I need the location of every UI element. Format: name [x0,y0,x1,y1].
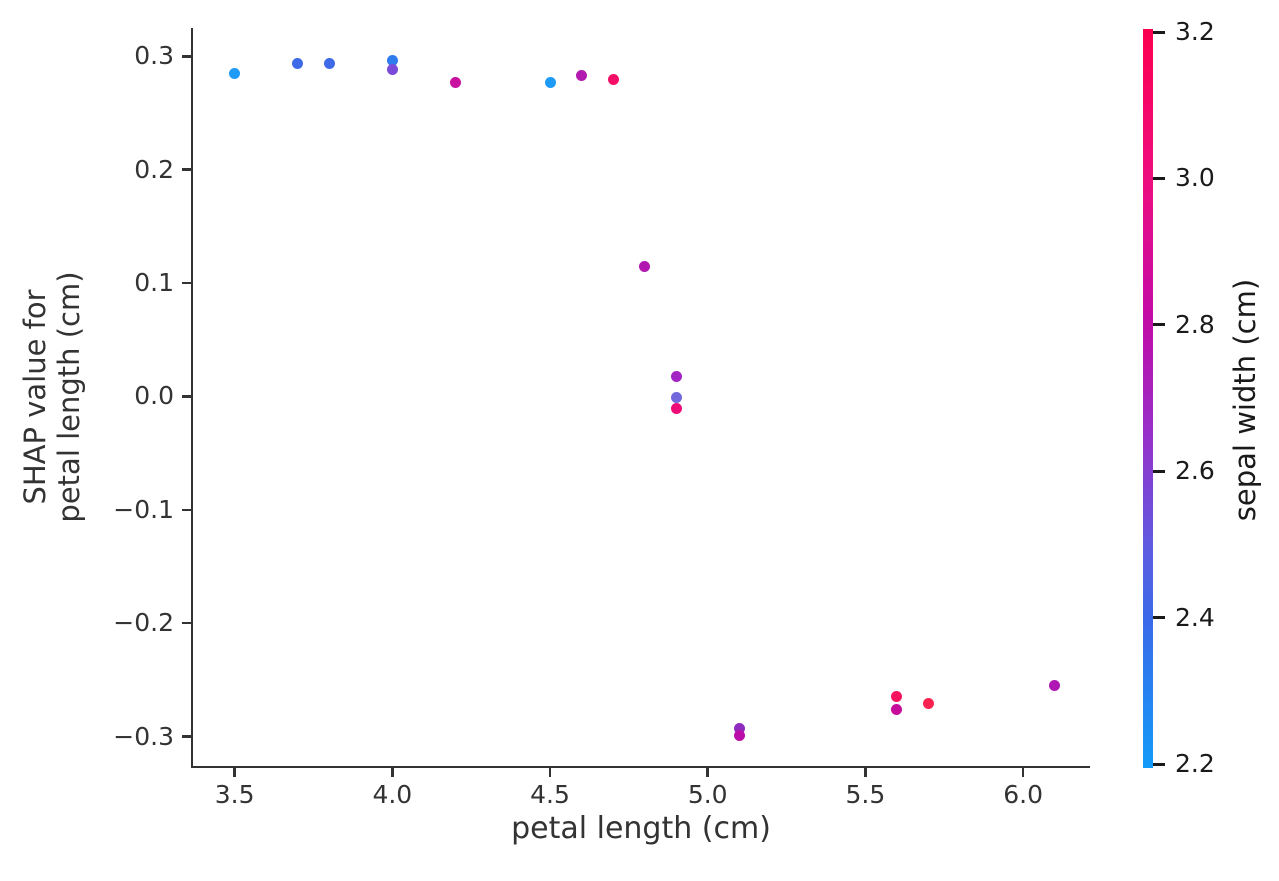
x-axis-spine [191,766,1090,768]
colorbar-tick-mark [1153,616,1165,620]
y-axis-label-line-1: SHAP value for [18,289,52,505]
scatter-point [1049,680,1061,691]
y-tick-mark [182,168,191,171]
scatter-point [639,260,651,272]
colorbar-tick-mark [1153,30,1165,34]
scatter-point [607,73,619,85]
colorbar-tick-mark [1153,176,1165,180]
y-tick-label: −0.1 [113,494,174,524]
x-tick-mark [864,768,867,777]
colorbar-tick-label: 2.4 [1175,602,1215,632]
x-tick-mark [548,768,552,777]
x-axis-label: petal length (cm) [511,811,771,846]
y-tick-label: 0.2 [134,154,174,184]
colorbar-tick-mark [1153,762,1165,766]
x-tick-mark [706,768,709,777]
x-tick-label: 5.5 [845,780,886,809]
scatter-point [891,691,903,703]
colorbar-tick-mark [1153,323,1165,327]
x-tick-label: 5.0 [687,780,728,809]
scatter-point [386,64,398,76]
scatter-point [733,723,745,735]
colorbar-label: sepal width (cm) [1228,278,1262,522]
y-axis-spine [191,28,193,768]
y-axis-label-line-2: petal length (cm) [52,271,86,523]
x-tick-mark [1021,768,1025,777]
scatter-point [544,76,556,88]
x-tick-mark [391,768,394,777]
scatter-point [386,55,398,67]
scatter-point [323,57,335,69]
x-tick-label: 6.0 [1003,780,1043,809]
y-tick-mark [182,735,191,738]
y-tick-label: 0.0 [134,381,174,411]
colorbar-tick-label: 2.6 [1175,456,1215,486]
y-tick-mark [182,55,191,58]
y-tick-label: −0.2 [113,608,174,638]
scatter-point [733,729,745,741]
scatter-point [292,57,304,69]
colorbar-tick-label: 2.8 [1175,309,1215,339]
colorbar-tick-label: 2.2 [1175,749,1215,778]
y-tick-label: −0.3 [113,721,174,751]
y-tick-mark [182,621,191,625]
colorbar-tick-mark [1153,469,1165,473]
y-tick-mark [182,508,191,512]
scatter-point [891,703,903,715]
y-tick-label: 0.3 [134,41,174,71]
y-tick-label: 0.1 [134,268,174,298]
scatter-point [923,698,934,710]
colorbar-gradient [1143,29,1153,768]
scatter-point [670,370,682,382]
colorbar-tick-label: 3.0 [1175,163,1215,193]
colorbar-tick-label: 3.2 [1175,17,1215,46]
scatter-point [449,76,461,88]
x-tick-label: 4.5 [530,780,570,809]
scatter-point [229,67,241,79]
y-tick-mark [182,281,191,285]
y-tick-mark [182,395,191,398]
x-tick-mark [233,768,236,777]
scatter-point [670,403,682,415]
x-tick-label: 3.5 [214,780,255,809]
x-tick-label: 4.0 [372,780,413,809]
y-axis-label: SHAP value for petal length (cm) [18,271,86,522]
scatter-point [576,70,588,82]
scatter-point [670,392,682,404]
